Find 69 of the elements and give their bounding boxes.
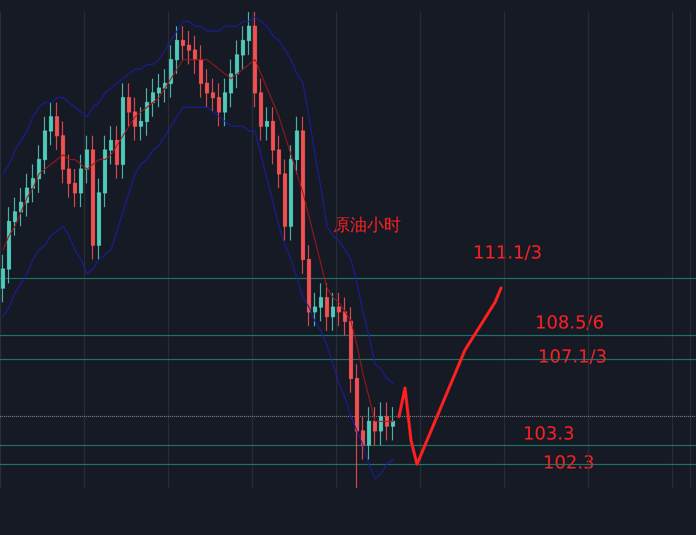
candlestick [127,82,131,127]
candlestick [97,178,101,260]
candlestick [133,97,137,142]
candlestick [247,12,251,56]
candlestick [355,364,359,488]
candlestick [43,116,47,174]
candlestick [103,135,107,208]
candlestick [13,197,17,236]
candlestick [145,88,149,136]
candlestick [325,282,329,332]
candlestick [361,416,365,460]
candlestick [7,206,11,284]
candlestick [301,116,305,274]
candlestick [73,168,77,208]
candlestick [85,135,89,184]
candlestick [379,402,383,446]
candlestick [91,135,95,260]
candlestick [55,102,59,151]
candlestick [79,154,83,208]
candlestick [283,159,287,241]
annotation: 111.1/3 [473,242,542,264]
candlestick [217,82,221,127]
candlestick [61,120,65,184]
candlestick [199,44,203,98]
annotation: 103.3 [523,424,575,444]
candlestick [205,68,209,108]
candlestick [109,126,113,165]
candlestick [235,40,239,89]
candlestick [115,126,119,180]
candlestick [163,68,167,103]
candlestick [25,173,29,218]
candlestick [349,306,353,394]
candlestick [331,292,335,332]
candlestick [67,154,71,198]
candlestick [37,144,41,194]
candlestick [151,78,155,118]
candlestick [19,188,23,227]
candlestick [313,292,317,327]
candlestick [49,102,53,146]
candlestick [319,282,323,322]
candlestick [157,73,161,108]
candlestick [271,106,275,165]
candlestick [367,406,371,460]
candlestick [181,26,185,60]
candlestick [139,106,143,142]
candlestick [31,164,35,203]
candlestick [253,12,257,108]
candlestick [223,78,227,127]
candlestick [229,59,233,108]
candlestick [391,406,395,441]
candlestick [343,297,347,336]
candlestick [259,78,263,142]
candlestick [337,292,341,327]
candlestick [265,106,269,142]
candlestick [211,78,215,112]
candlestick [169,44,173,98]
candlestick [385,402,389,441]
candlestick [121,82,125,180]
candlestick [1,254,5,303]
candlestick [373,406,377,446]
candlestick [175,26,179,74]
candlestick [241,26,245,70]
candlestick [277,135,281,189]
candlestick [307,244,311,327]
annotation: 108.5/6 [535,312,604,334]
candlestick [295,116,299,174]
candlestick [289,144,293,241]
candlestick [193,35,197,74]
candlestick [187,30,191,65]
